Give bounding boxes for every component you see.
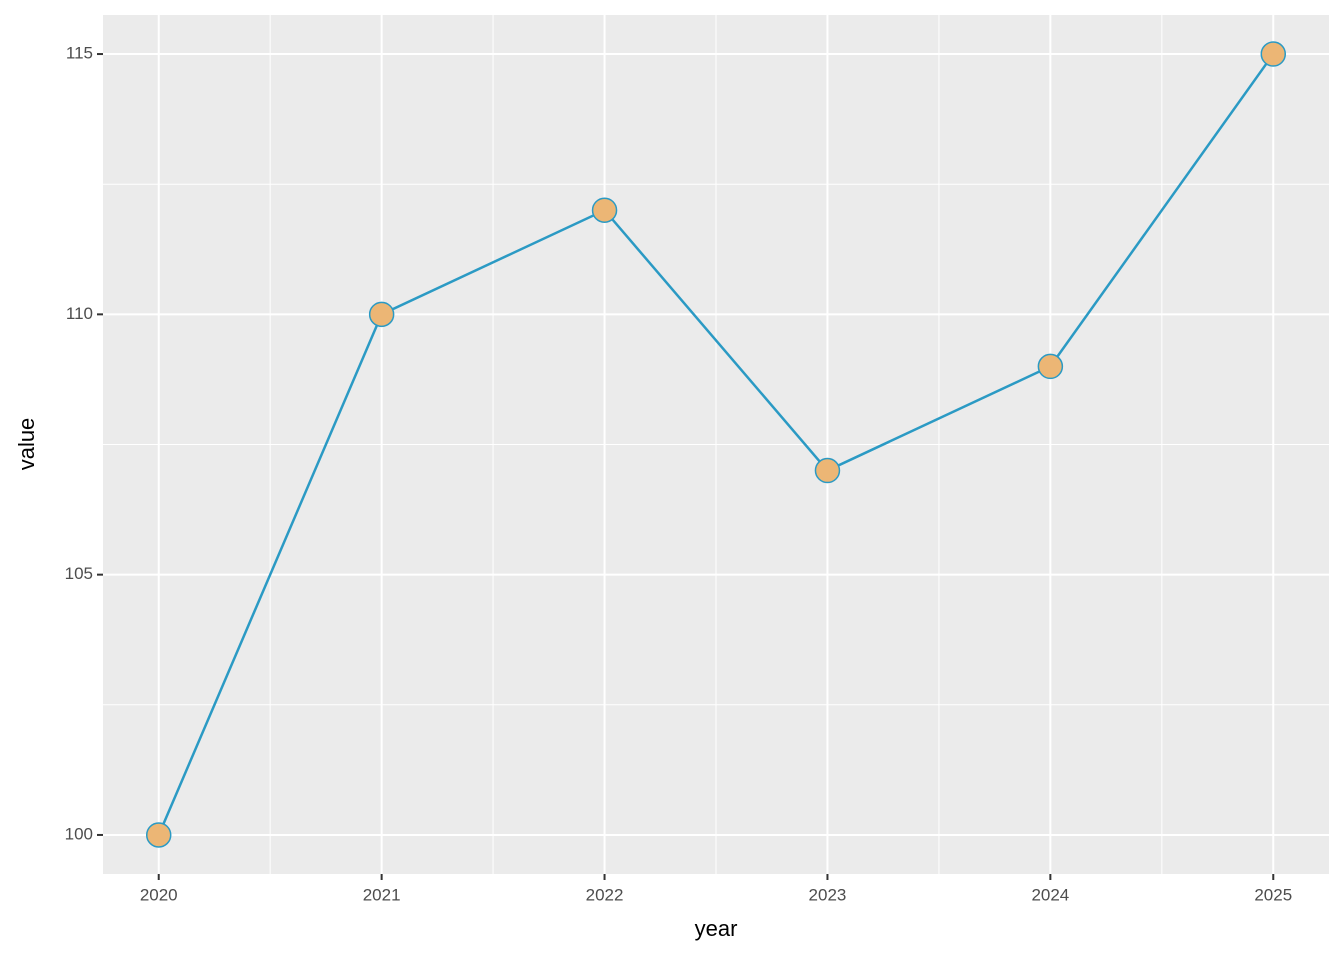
x-axis-title: year: [695, 916, 738, 941]
point: [368, 301, 395, 328]
x-tick-label: 2022: [586, 885, 624, 904]
x-tick-label: 2021: [363, 885, 401, 904]
point: [591, 197, 618, 223]
y-tick-label: 115: [66, 44, 93, 63]
x-tick-label: 2023: [809, 885, 847, 904]
point: [814, 457, 841, 484]
point: [145, 822, 172, 848]
x-tick-label: 2020: [140, 885, 178, 904]
x-tick-label: 2024: [1031, 885, 1069, 904]
y-axis-title: value: [14, 418, 39, 471]
line: [157, 53, 1275, 836]
point: [1037, 353, 1064, 380]
y-tick-label: 110: [66, 304, 93, 323]
point: [1260, 41, 1287, 67]
x-tick-label: 2025: [1254, 885, 1292, 904]
y-tick-label: 100: [65, 824, 93, 843]
grid: [103, 15, 1329, 874]
marks: [145, 41, 1287, 848]
y-tick-label: 105: [65, 564, 93, 583]
